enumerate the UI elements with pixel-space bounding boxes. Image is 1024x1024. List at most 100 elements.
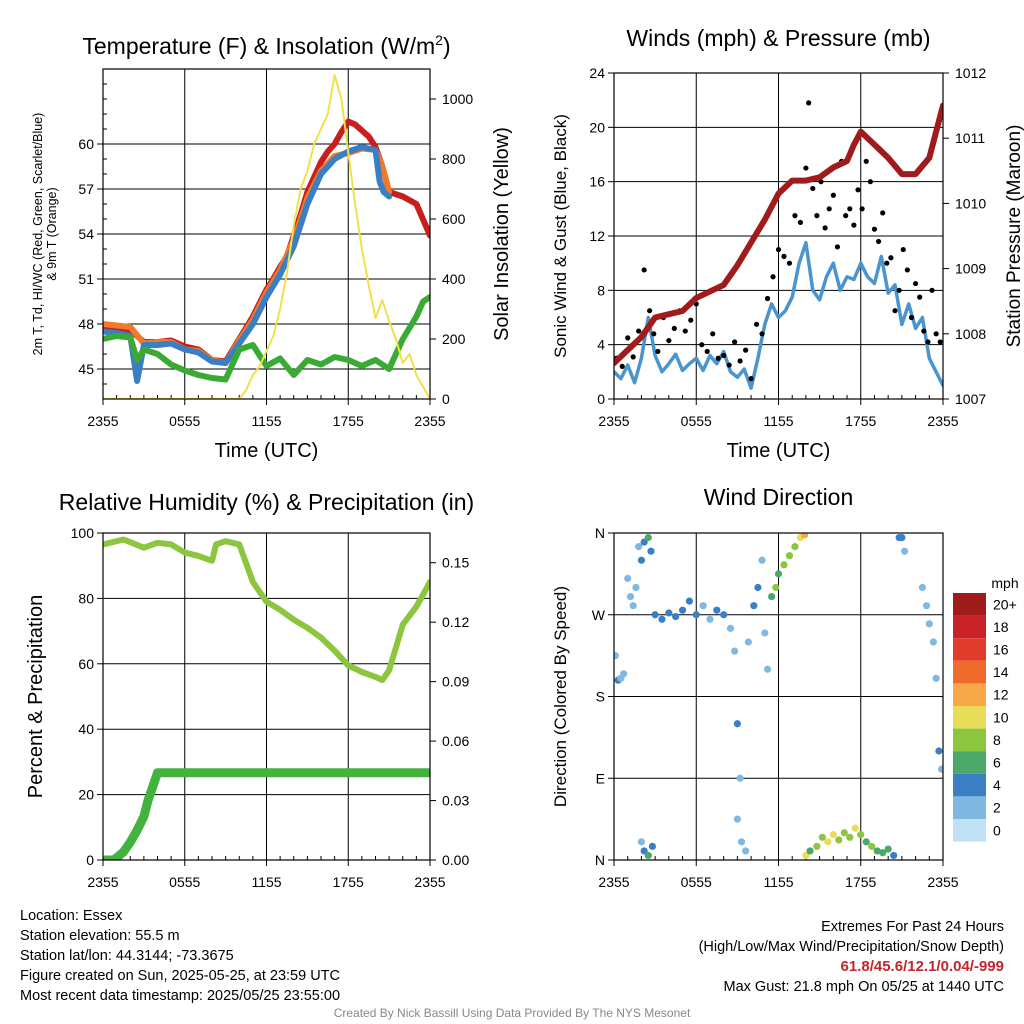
gust-point <box>651 331 657 337</box>
y-right-tick-label: 1010 <box>955 195 986 211</box>
gust-point <box>647 308 653 314</box>
station-info: Location: Essex Station elevation: 55.5 … <box>20 906 340 1006</box>
direction-point <box>651 611 659 619</box>
gust-point <box>847 206 853 212</box>
direction-point <box>635 543 643 551</box>
gust-point <box>933 331 939 337</box>
y-tick-label: 54 <box>78 226 94 242</box>
gust-point <box>619 363 625 369</box>
gust-point <box>806 100 812 106</box>
direction-point <box>829 830 837 839</box>
legend-swatch <box>953 796 986 819</box>
series-hi-wc-blue- <box>103 144 393 384</box>
y-right-tick-label: 0.09 <box>442 674 469 690</box>
x-tick-label: 2355 <box>87 413 118 429</box>
y-tick-label: N <box>595 852 605 868</box>
x-tick-label: 1155 <box>251 874 281 890</box>
legend-swatch <box>953 773 986 797</box>
gust-point <box>688 317 694 323</box>
legend-swatch <box>953 751 986 774</box>
legend-swatch <box>953 615 986 639</box>
legend-label: 16 <box>993 642 1009 658</box>
gust-point <box>810 185 816 192</box>
direction-point <box>925 620 933 628</box>
gust-point <box>666 337 672 344</box>
x-tick-label: 2355 <box>927 874 958 890</box>
direction-point <box>637 838 646 846</box>
legend-label: 8 <box>993 732 1001 748</box>
x-tick-label: 2355 <box>598 874 629 890</box>
y-tick-label: 16 <box>589 174 605 190</box>
gust-point <box>875 238 882 245</box>
direction-point <box>726 624 735 632</box>
direction-point <box>742 847 750 855</box>
direction-point <box>791 543 799 551</box>
gust-point <box>786 260 793 266</box>
y-right-axis-label: Station Pressure (Maroon) <box>1004 125 1024 348</box>
y-tick-label: 45 <box>78 361 94 377</box>
gust-point <box>863 158 869 164</box>
y-right-tick-label: 0 <box>442 391 450 407</box>
speed-legend: mph 20+ 18 16 14 12 10 8 6 4 2 0 <box>953 575 1019 842</box>
direction-point <box>898 533 906 542</box>
y-axis-label: Direction (Colored By Speed) <box>551 586 570 807</box>
direction-point <box>922 602 931 610</box>
x-tick-label: 1155 <box>763 874 793 890</box>
direction-point <box>713 606 721 614</box>
gust-point <box>710 331 716 337</box>
x-axis-label: Time (UTC) <box>727 440 831 462</box>
x-tick-label: 1755 <box>333 874 364 890</box>
y-tick-label: S <box>596 689 605 705</box>
direction-point <box>672 612 680 621</box>
y-tick-label: 20 <box>589 119 605 135</box>
direction-point <box>818 833 826 841</box>
direction-point <box>774 570 783 578</box>
plot-border <box>102 68 431 400</box>
x-tick-label: 2355 <box>87 874 118 890</box>
gust-point <box>888 255 894 261</box>
panel-winds: 0 4 8 12 16 20 24 1007 1008 1009 1010 1011 1012 2355 0… <box>551 25 1024 462</box>
y-tick-label: 4 <box>597 337 605 353</box>
y-right-tick-label: 0.15 <box>442 555 469 571</box>
gust-point <box>781 253 787 259</box>
gust-point <box>732 339 738 345</box>
direction-point <box>772 583 780 592</box>
legend-swatch <box>953 638 986 661</box>
gust-point <box>636 328 642 334</box>
gust-point <box>892 308 898 314</box>
title-superscript: 2 <box>435 32 443 48</box>
chart-title: Winds (mph) & Pressure (mb) <box>626 25 930 51</box>
legend-label: 12 <box>993 687 1009 703</box>
y-axis-label-line2: & 9m T (Orange) <box>45 187 59 280</box>
direction-point <box>901 547 909 555</box>
gust-point <box>748 376 754 382</box>
y-right-tick-label: 0.06 <box>442 733 469 749</box>
y-right-tick-label: 1012 <box>955 65 986 81</box>
series-precipitation <box>103 768 430 860</box>
legend-label: 14 <box>993 664 1009 680</box>
gust-point <box>843 213 849 219</box>
y-tick-label: 40 <box>78 721 94 737</box>
series-2m-td <box>103 294 430 383</box>
chart-title: Wind Direction <box>704 484 854 510</box>
data-rh <box>103 536 430 860</box>
most-recent-timestamp: Most recent data timestamp: 2025/05/25 2… <box>20 988 341 1004</box>
direction-point <box>644 851 652 860</box>
y-right-tick-label: 0.00 <box>442 852 469 868</box>
x-tick-label: 1155 <box>251 413 281 429</box>
y-tick-label: 48 <box>78 316 94 332</box>
gust-point <box>775 246 782 253</box>
direction-point <box>736 774 744 782</box>
direction-point <box>800 533 809 539</box>
y-axis-label: Percent & Precipitation <box>25 595 47 798</box>
legend-swatch <box>953 683 986 706</box>
direction-point <box>873 847 881 855</box>
y-tick-label: 57 <box>78 181 94 197</box>
chart-title: Temperature (F) & Insolation (W/m2) <box>82 32 450 59</box>
legend-swatch <box>953 660 986 684</box>
gust-point <box>904 267 910 273</box>
gust-point <box>880 210 886 216</box>
station-location: Location: Essex <box>20 908 123 924</box>
direction-point <box>754 583 762 592</box>
direction-point <box>763 665 772 673</box>
